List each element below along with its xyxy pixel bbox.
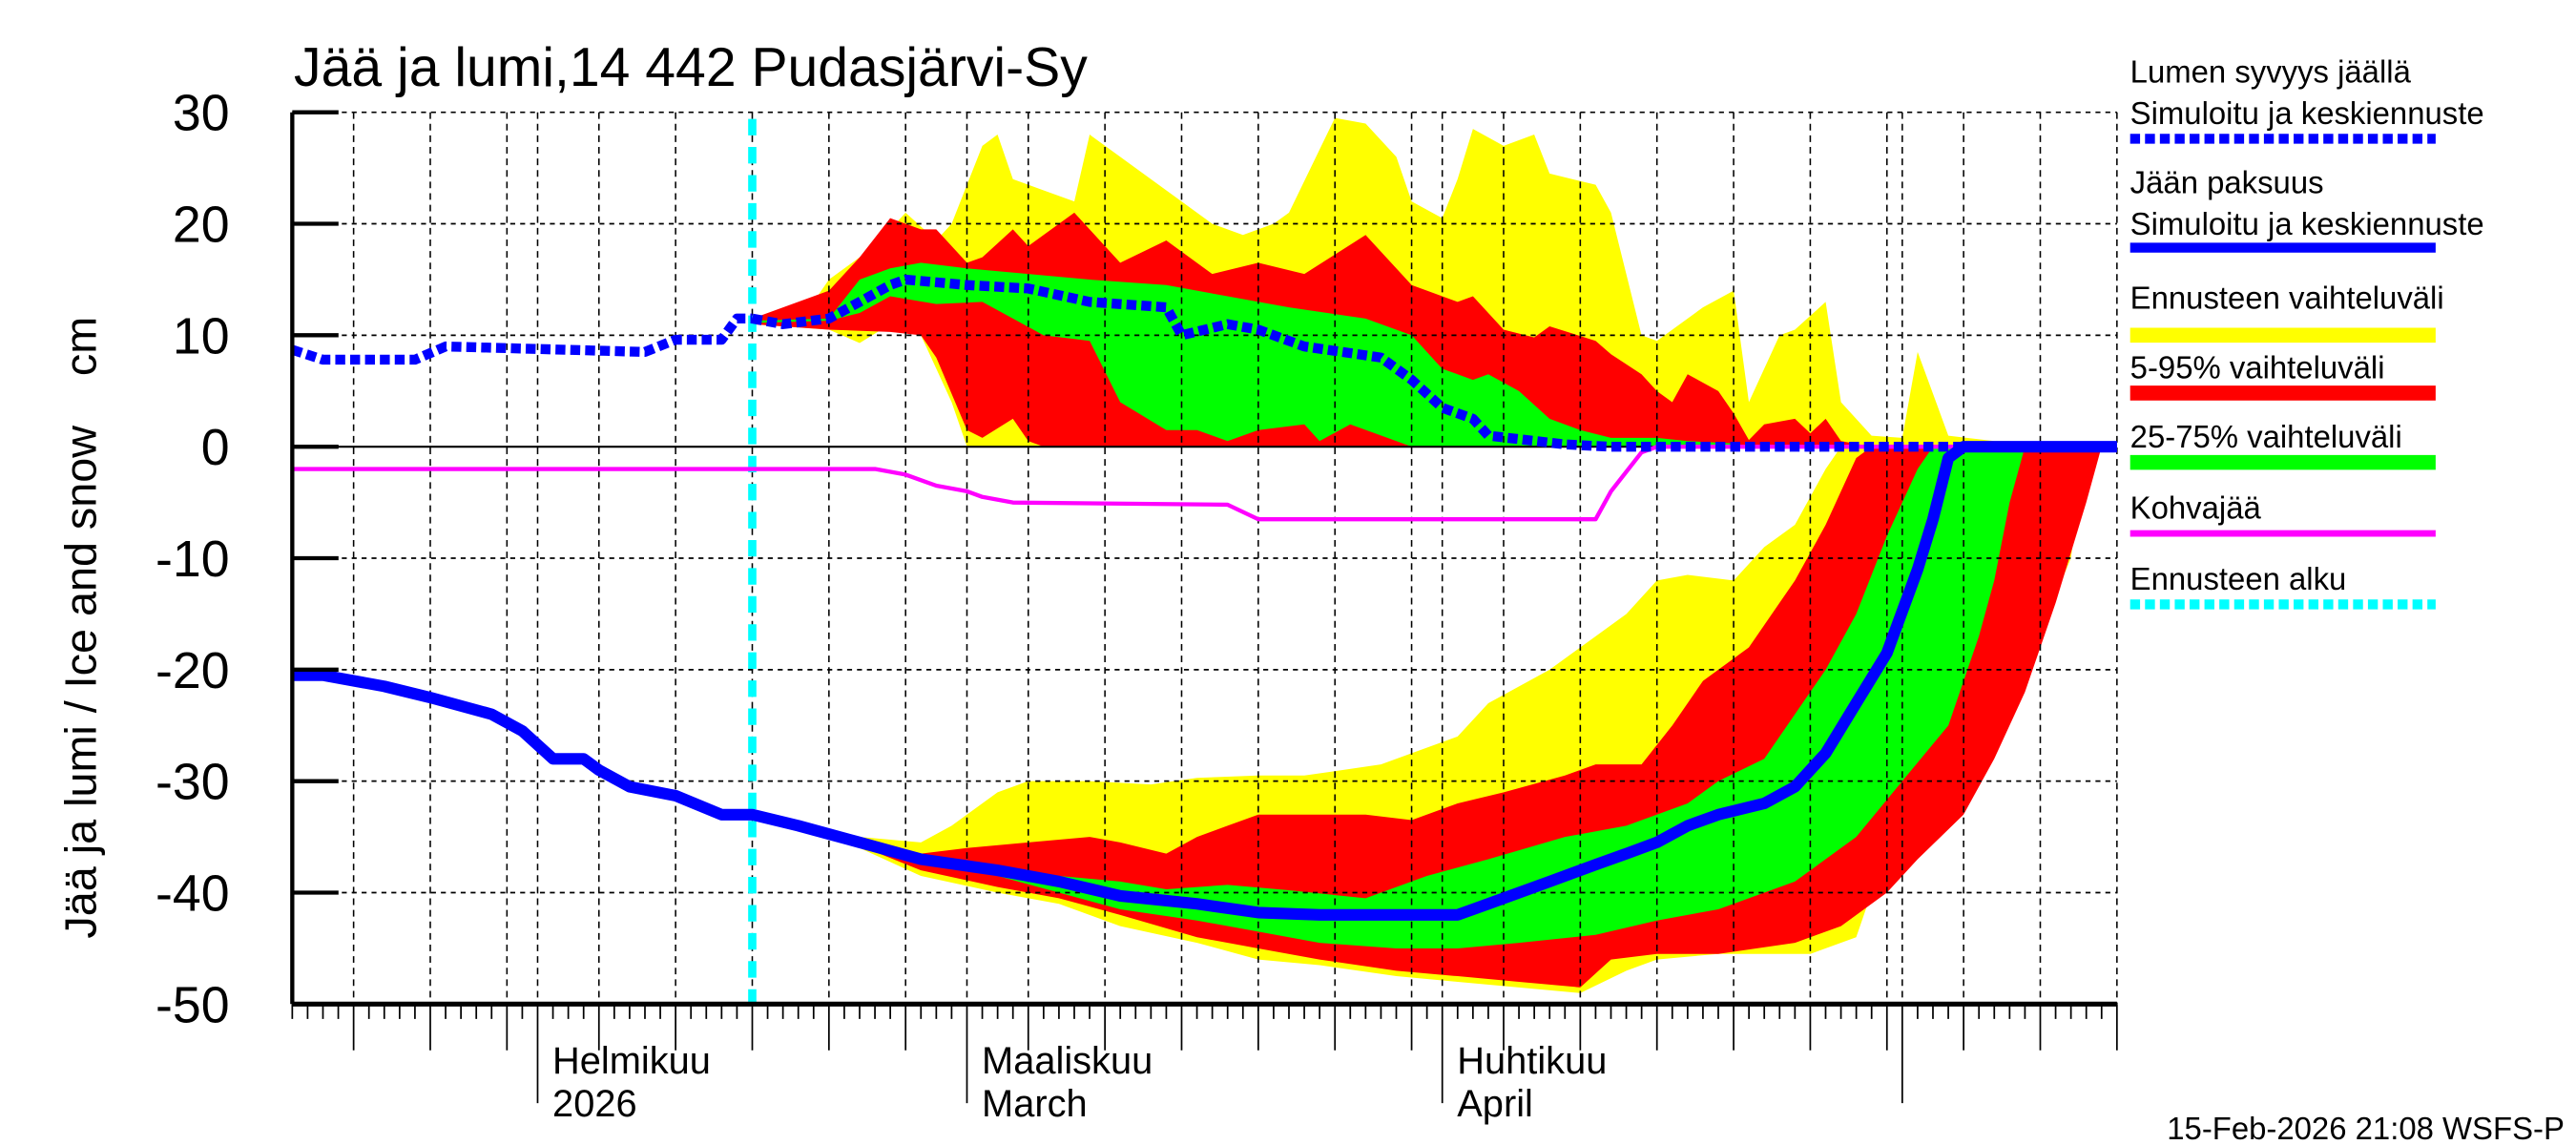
timestamp: 15-Feb-2026 21:08 WSFS-P	[2167, 1111, 2565, 1145]
legend-label: Lumen syvyys jäällä	[2130, 54, 2412, 90]
lines-layer	[290, 118, 2117, 1005]
y-axis-label: Jää ja lumi / Ice and snow cm	[55, 317, 105, 939]
y-tick-label: 10	[173, 307, 230, 364]
legend-label: Ennusteen alku	[2130, 561, 2347, 596]
month-label: Maaliskuu	[982, 1040, 1153, 1082]
snow-depth-forecast-line	[751, 274, 2117, 452]
legend-label: 5-95% vaihteluväli	[2130, 349, 2385, 385]
month-label-sub: March	[982, 1083, 1088, 1125]
y-tick-label: -10	[156, 531, 230, 588]
month-label-sub: 2026	[552, 1083, 637, 1125]
month-label: Huhtikuu	[1457, 1040, 1607, 1082]
y-tick-label: -30	[156, 754, 230, 811]
legend-label-sub: Simuloitu ja keskiennuste	[2130, 95, 2484, 131]
legend-label-sub: Simuloitu ja keskiennuste	[2130, 206, 2484, 241]
y-tick-label: 30	[173, 85, 230, 142]
y-tick-label: 20	[173, 197, 230, 254]
snow-depth-observed-line	[290, 313, 753, 365]
legend-label: Jään paksuus	[2130, 165, 2324, 200]
y-tick-label: -40	[156, 865, 230, 923]
y-tick-label: 0	[201, 419, 230, 476]
y-tick-label: -20	[156, 642, 230, 699]
chart-title: Jää ja lumi,14 442 Pudasjärvi-Sy	[294, 37, 1088, 98]
grid-layer	[292, 111, 2118, 1006]
legend-label: Kohvajää	[2130, 489, 2262, 525]
legend-label: 25-75% vaihteluväli	[2130, 419, 2402, 454]
snow-25-75-band	[752, 262, 1750, 448]
legend-label: Ennusteen vaihteluväli	[2130, 281, 2444, 316]
y-tick-label: -50	[156, 976, 230, 1033]
legend: Lumen syvyys jäällä Simuloitu ja keskienn…	[2129, 54, 2484, 610]
month-label-sub: April	[1457, 1083, 1533, 1125]
ice-thickness-line	[292, 441, 2117, 921]
month-label: Helmikuu	[552, 1040, 711, 1082]
kohvajaa-line	[292, 445, 2117, 522]
